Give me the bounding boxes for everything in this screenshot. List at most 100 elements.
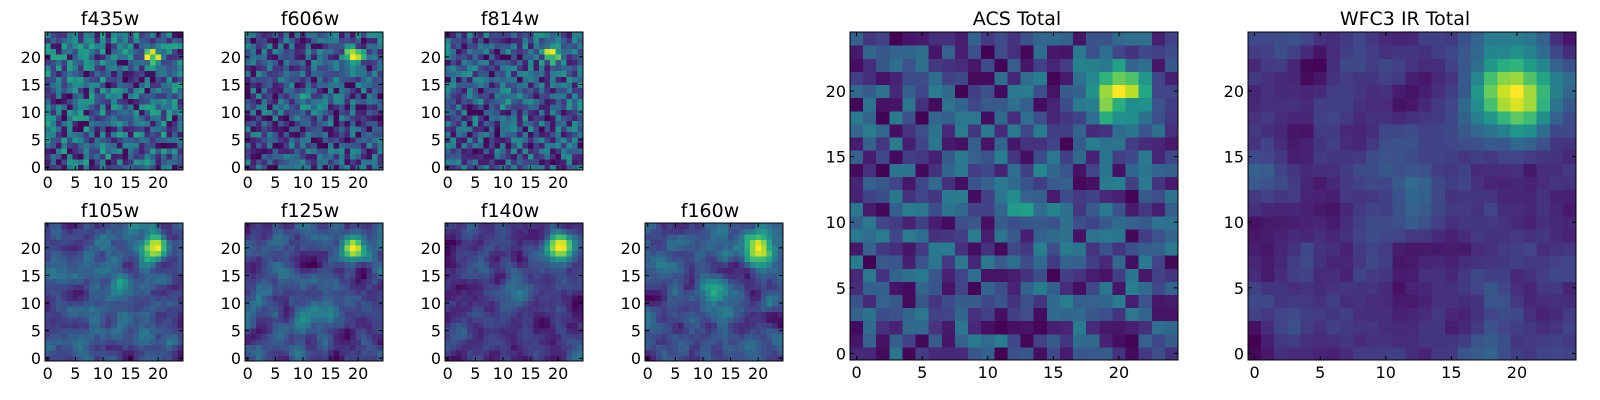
x-tick-label: 10 (1376, 363, 1396, 382)
panel-title: f140w (480, 200, 540, 222)
panel-title: f606w (280, 8, 340, 30)
x-tick-label: 0 (851, 363, 861, 382)
x-tick-label: 5 (470, 364, 480, 383)
y-tick-label: 20 (421, 239, 441, 258)
y-tick-label: 20 (621, 239, 641, 258)
y-tick-label: 20 (826, 82, 846, 101)
x-tick-label: 0 (1249, 363, 1259, 382)
panel-f814w: f814w 0 5 10 15 20 0 5 10 15 20 (421, 5, 595, 192)
x-tick-label: 15 (520, 173, 540, 192)
y-tick-label: 5 (431, 131, 441, 150)
axes-frame (244, 222, 384, 362)
y-tick-label: 0 (31, 158, 41, 177)
axes-frame (44, 222, 184, 362)
panel-title: f435w (80, 8, 140, 30)
y-tick-label: 15 (21, 266, 41, 285)
y-tick-label: 5 (431, 322, 441, 341)
image-plot: 0 5 10 15 20 0 5 10 15 20 (21, 200, 195, 390)
panel-title: f125w (280, 200, 340, 222)
y-tick-label: 10 (826, 213, 846, 232)
x-tick-label: 15 (720, 364, 740, 383)
x-tick-label: 5 (1315, 363, 1325, 382)
pixel-map (245, 223, 384, 362)
y-tick-label: 0 (431, 158, 441, 177)
panel-title: ACS Total (972, 8, 1062, 30)
y-tick-label: 15 (621, 266, 641, 285)
y-tick-label: 15 (421, 75, 441, 94)
panel-title: f160w (680, 200, 740, 222)
image-plot: 0 5 10 15 20 0 5 10 15 20 (421, 200, 595, 390)
x-tick-label: 15 (120, 173, 140, 192)
x-tick-label: 15 (520, 364, 540, 383)
x-tick-label: 20 (1109, 363, 1129, 382)
y-tick-label: 20 (21, 48, 41, 67)
x-tick-label: 10 (293, 173, 313, 192)
pixel-map (645, 223, 784, 362)
axes-frame (444, 222, 584, 362)
y-tick-label: 15 (1224, 148, 1244, 167)
x-tick-label: 20 (148, 173, 168, 192)
panel-f125w: f125w 0 5 10 15 20 0 5 10 15 20 (221, 200, 395, 390)
y-tick-label: 0 (31, 349, 41, 368)
y-tick-label: 15 (826, 148, 846, 167)
panel-f140w: f140w 0 5 10 15 20 0 5 10 15 20 (421, 200, 595, 390)
y-tick-label: 20 (21, 239, 41, 258)
panel-title: f105w (80, 200, 140, 222)
x-tick-label: 5 (70, 173, 80, 192)
y-tick-label: 5 (31, 322, 41, 341)
image-plot: 0 5 10 15 20 0 5 10 15 20 (221, 200, 395, 390)
y-tick-label: 5 (231, 131, 241, 150)
y-tick-label: 15 (421, 266, 441, 285)
y-tick-label: 5 (231, 322, 241, 341)
x-tick-label: 0 (43, 364, 53, 383)
y-tick-label: 0 (231, 158, 241, 177)
x-tick-label: 10 (293, 364, 313, 383)
panel-title: f814w (480, 8, 540, 30)
y-tick-label: 10 (1224, 213, 1244, 232)
panel-acs-total: ACS Total 0 5 10 15 20 0 5 10 15 20 (820, 5, 1190, 395)
y-tick-label: 5 (1234, 279, 1244, 298)
x-tick-label: 5 (670, 364, 680, 383)
y-tick-label: 20 (421, 48, 441, 67)
y-tick-label: 20 (221, 239, 241, 258)
x-tick-label: 10 (93, 364, 113, 383)
y-tick-label: 10 (21, 294, 41, 313)
x-tick-label: 10 (693, 364, 713, 383)
x-tick-label: 10 (493, 173, 513, 192)
axes-frame (644, 222, 784, 362)
panel-f435w: f435w 0 5 10 15 20 0 5 10 15 20 (21, 5, 195, 192)
y-tick-label: 0 (231, 349, 241, 368)
x-tick-label: 10 (493, 364, 513, 383)
image-plot: 0 5 10 15 20 0 5 10 15 20 (1220, 5, 1590, 395)
x-tick-label: 15 (320, 173, 340, 192)
x-tick-label: 0 (43, 173, 53, 192)
image-plot: 0 5 10 15 20 0 5 10 15 20 (621, 200, 795, 390)
x-tick-label: 5 (917, 363, 927, 382)
panel-f160w: f160w 0 5 10 15 20 0 5 10 15 20 (621, 200, 795, 390)
axes-frame (244, 31, 384, 171)
y-tick-label: 0 (1234, 344, 1244, 363)
x-tick-label: 20 (348, 173, 368, 192)
x-tick-label: 20 (748, 364, 768, 383)
y-tick-label: 0 (836, 344, 846, 363)
x-tick-label: 5 (70, 364, 80, 383)
x-tick-label: 20 (1507, 363, 1527, 382)
x-tick-label: 15 (1043, 363, 1063, 382)
axes-frame (1247, 31, 1577, 361)
axes-frame (444, 31, 584, 171)
image-plot: 0 5 10 15 20 0 5 10 15 20 (421, 5, 595, 192)
x-tick-label: 20 (348, 364, 368, 383)
x-tick-label: 0 (443, 173, 453, 192)
y-tick-label: 0 (631, 349, 641, 368)
pixel-map (45, 32, 184, 171)
x-tick-label: 15 (1441, 363, 1461, 382)
x-tick-label: 5 (270, 364, 280, 383)
pixel-map (45, 223, 184, 362)
